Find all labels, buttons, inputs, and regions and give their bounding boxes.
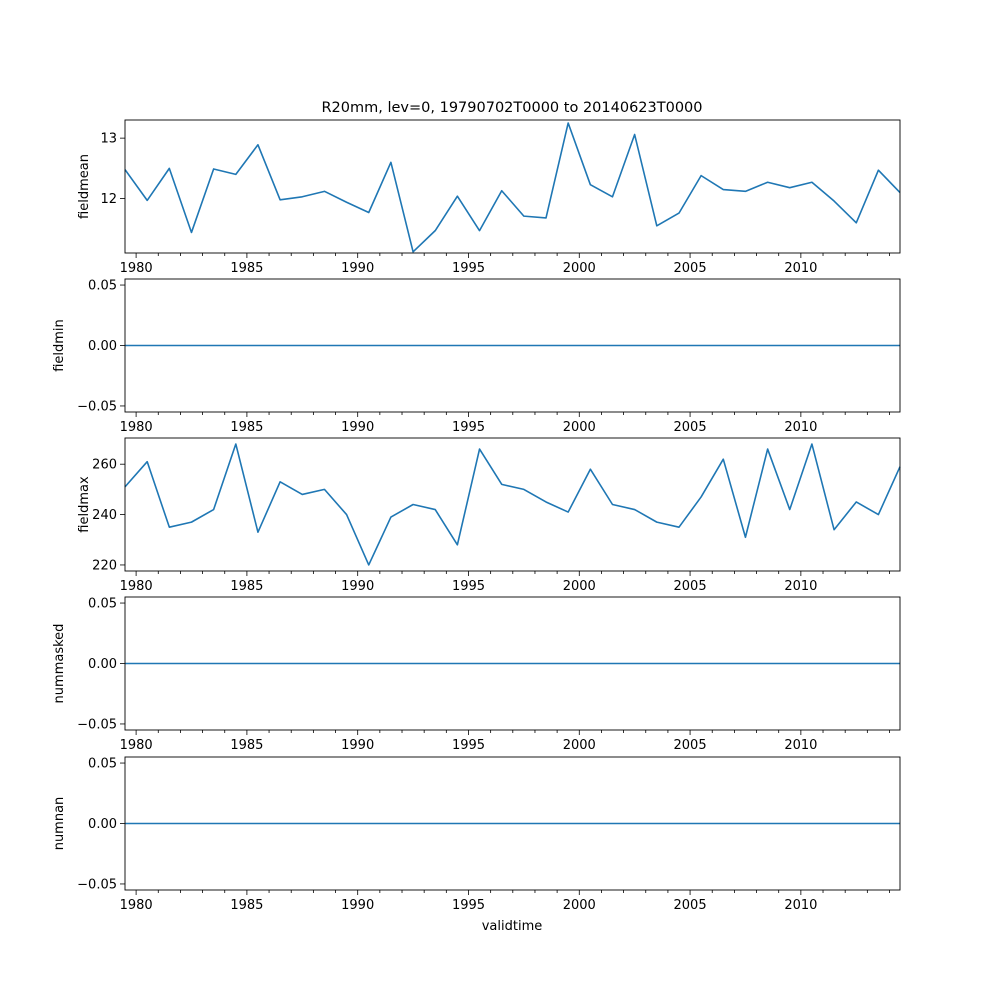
- x-axis-label: validtime: [482, 919, 543, 934]
- subplot-nummasked: 1980 1985 1990 1995 2000 2005 2010 −0.05 0.00 0.0…: [52, 597, 901, 753]
- x-tick-label: 1980: [120, 261, 153, 276]
- x-tick-label: 2010: [784, 420, 817, 435]
- y-tick-label: 220: [92, 558, 117, 573]
- x-tick-label: 1985: [230, 261, 263, 276]
- y-axis-label: nummasked: [52, 624, 67, 704]
- subplot-fieldmin: 1980 1985 1990 1995 2000 2005 2010 −0.05 0.00 0.0…: [52, 279, 901, 435]
- y-tick-label: 0.05: [88, 757, 117, 772]
- x-tick-label: 1985: [230, 738, 263, 753]
- subplot-numnan: 1980 1985 1990 1995 2000 2005 2010 −0.05 0.00 0.0…: [52, 757, 901, 913]
- y-tick-label: 13: [100, 132, 117, 147]
- x-tick-label: 2005: [674, 420, 707, 435]
- x-tick-label: 1980: [120, 738, 153, 753]
- x-tick-label: 1980: [120, 579, 153, 594]
- x-tick-label: 1995: [452, 261, 485, 276]
- x-tick-label: 1995: [452, 898, 485, 913]
- x-tick-label: 2010: [784, 898, 817, 913]
- y-tick-label: 0.05: [88, 279, 117, 294]
- x-tick-label: 2000: [563, 420, 596, 435]
- y-tick-label: −0.05: [77, 399, 117, 414]
- y-axis-label: fieldmin: [52, 319, 67, 372]
- x-tick-label: 2010: [784, 261, 817, 276]
- y-tick-label: 12: [100, 192, 117, 207]
- series-line-fieldmax: [124, 443, 901, 566]
- x-tick-label: 2010: [784, 738, 817, 753]
- figure-title: R20mm, lev=0, 19790702T0000 to 20140623T…: [321, 100, 702, 116]
- x-tick-label: 1985: [230, 579, 263, 594]
- x-tick-label: 1985: [230, 898, 263, 913]
- x-tick-label: 2010: [784, 579, 817, 594]
- x-tick-label: 1980: [120, 420, 153, 435]
- x-tick-label: 1995: [452, 420, 485, 435]
- x-tick-label: 2005: [674, 898, 707, 913]
- y-tick-label: −0.05: [77, 877, 117, 892]
- x-tick-label: 2005: [674, 738, 707, 753]
- subplots: 1980 1985 1990 1995 2000 2005 2010 12 13 fieldmea…: [52, 119, 901, 913]
- x-tick-label: 1995: [452, 738, 485, 753]
- x-tick-label: 1990: [341, 898, 374, 913]
- y-tick-label: 260: [92, 458, 117, 473]
- x-tick-label: 1980: [120, 898, 153, 913]
- y-tick-label: −0.05: [77, 717, 117, 732]
- x-tick-label: 2005: [674, 579, 707, 594]
- y-tick-label: 240: [92, 508, 117, 523]
- y-tick-label: 0.00: [88, 339, 117, 354]
- subplot-fieldmax: 1980 1985 1990 1995 2000 2005 2010 220 240 260fie…: [77, 437, 901, 594]
- x-tick-label: 2000: [563, 738, 596, 753]
- y-tick-label: 0.00: [88, 657, 117, 672]
- x-tick-label: 2000: [563, 261, 596, 276]
- x-tick-label: 1990: [341, 261, 374, 276]
- y-axis-label: fieldmean: [77, 154, 92, 219]
- x-tick-label: 1990: [341, 738, 374, 753]
- x-tick-label: 1990: [341, 420, 374, 435]
- series-line-fieldmean: [124, 122, 901, 253]
- y-tick-label: 0.00: [88, 817, 117, 832]
- x-tick-label: 1995: [452, 579, 485, 594]
- x-tick-label: 2000: [563, 579, 596, 594]
- y-axis-label: fieldmax: [77, 476, 92, 533]
- x-tick-label: 2005: [674, 261, 707, 276]
- subplot-fieldmean: 1980 1985 1990 1995 2000 2005 2010 12 13 fieldmea…: [77, 119, 901, 276]
- x-tick-label: 2000: [563, 898, 596, 913]
- y-axis-label: numnan: [52, 797, 67, 851]
- x-tick-label: 1990: [341, 579, 374, 594]
- y-tick-label: 0.05: [88, 597, 117, 612]
- x-tick-label: 1985: [230, 420, 263, 435]
